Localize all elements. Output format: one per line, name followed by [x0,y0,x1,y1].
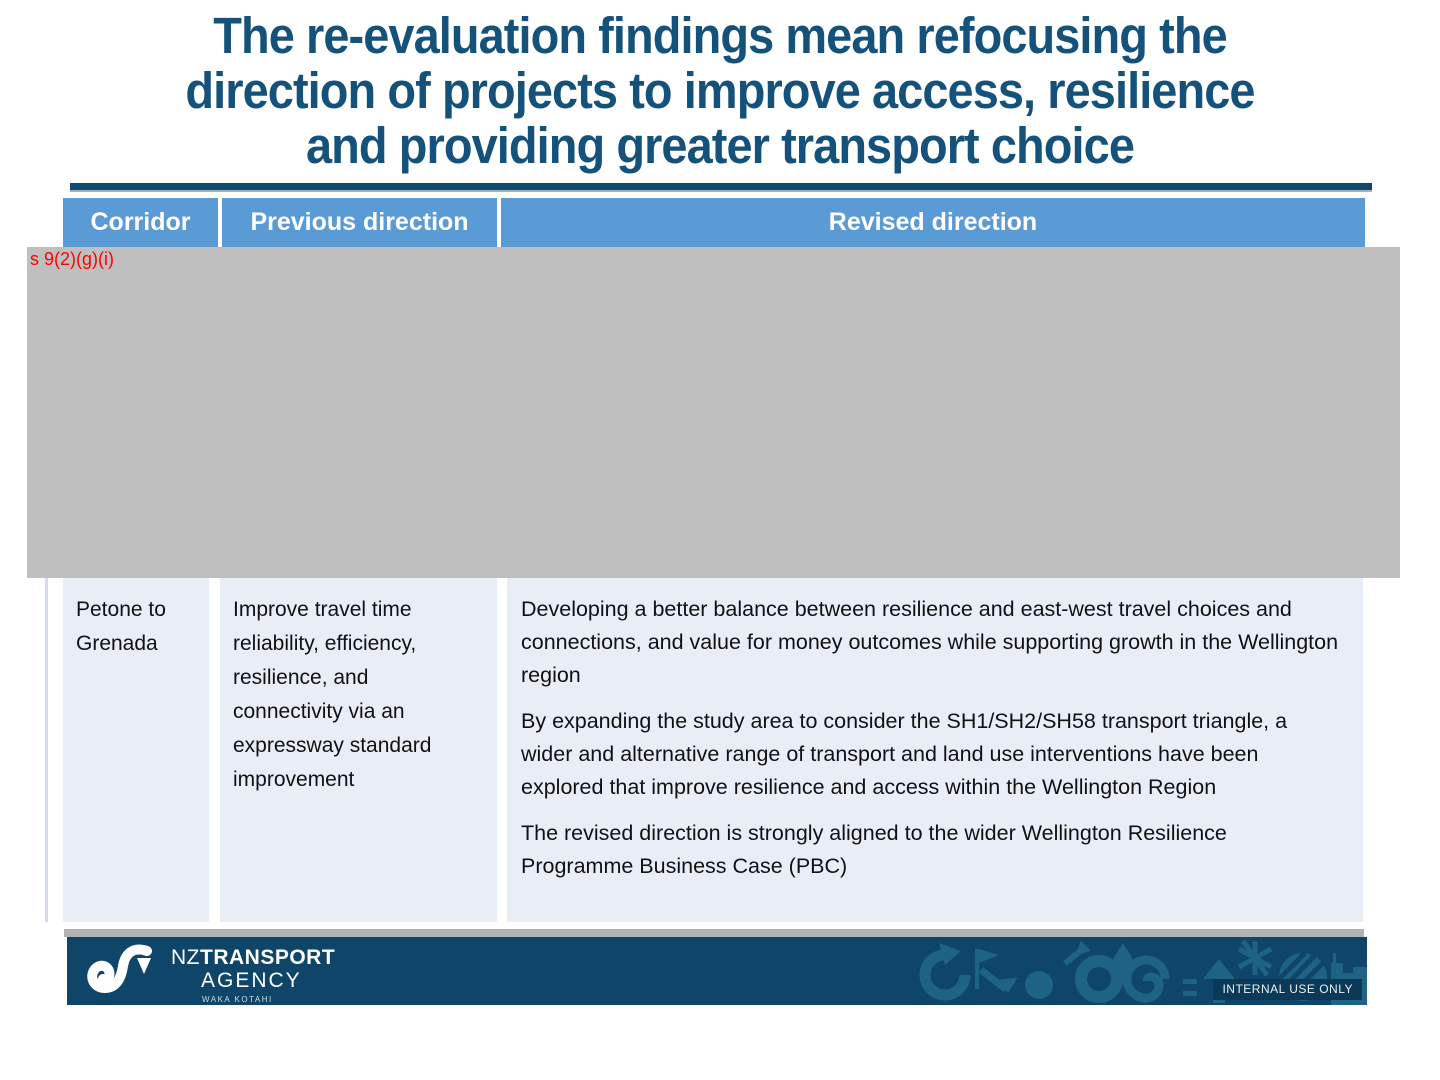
column-header-revised-direction: Revised direction [501,198,1365,247]
title-divider [70,183,1372,192]
dot-icon [1025,971,1053,999]
title-line-2: direction of projects to improve access,… [185,62,1255,119]
asterisk-icon [1237,939,1273,977]
footer-top-strip [64,929,1364,937]
nzta-swirl-icon [87,944,152,994]
spiral-icon [1122,955,1170,1003]
cell-divider [497,578,507,922]
equals-icon [1183,979,1197,996]
revised-direction-paragraph: By expanding the study area to consider … [521,709,1288,799]
column-header-corridor: Corridor [63,198,218,247]
diagonal-arrow-icon [978,967,1018,993]
cell-revised-direction: Developing a better balance between resi… [507,578,1363,922]
column-header-previous-direction: Previous direction [222,198,497,247]
classification-badge: INTERNAL USE ONLY [1213,979,1362,1000]
page-title: The re-evaluation findings mean refocusi… [58,8,1383,173]
refresh-icon [919,943,971,1001]
cell-previous-direction: Improve travel time reliability, efficie… [220,578,497,922]
footer-bar: NZTRANSPORT AGENCY WAKA KOTAHI [67,937,1367,1005]
nzta-logo: NZTRANSPORT AGENCY WAKA KOTAHI [81,944,335,1004]
title-line-1: The re-evaluation findings mean refocusi… [213,7,1227,64]
cell-divider [209,578,220,922]
title-line-3: and providing greater transport choice [306,117,1135,174]
redaction-section-label: s 9(2)(g)(i) [30,249,114,269]
table-left-border [45,578,48,922]
ne-arrow-icon [1063,941,1091,966]
table-row: Petone to Grenada Improve travel time re… [63,578,1363,922]
logo-name: TRANSPORT [200,946,336,969]
revised-direction-paragraph: The revised direction is strongly aligne… [521,821,1227,878]
logo-name2: AGENCY [201,969,302,992]
cell-corridor: Petone to Grenada [63,578,209,922]
logo-prefix: NZ [171,946,200,969]
wheel-icon [1075,955,1123,1003]
redaction-block: s 9(2)(g)(i) [27,247,1400,578]
table-header-row: Corridor Previous direction Revised dire… [63,198,1365,247]
flag-icon [975,949,999,989]
nzta-logo-text: NZTRANSPORT AGENCY WAKA KOTAHI [171,944,335,1004]
revised-direction-paragraph: Developing a better balance between resi… [521,597,1339,687]
logo-tagline: WAKA KOTAHI [202,995,273,1004]
